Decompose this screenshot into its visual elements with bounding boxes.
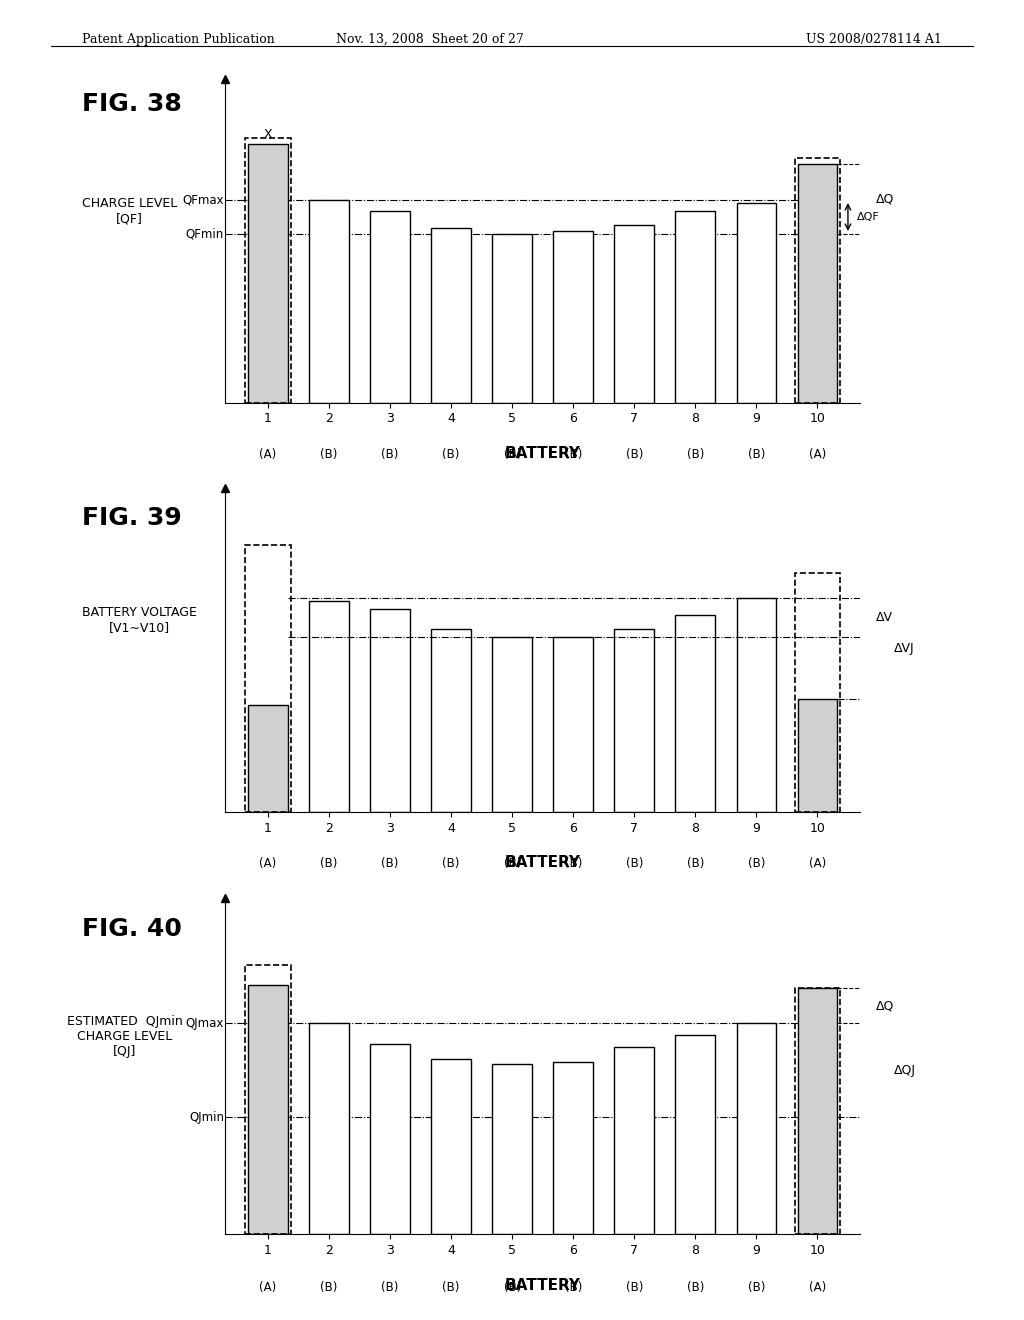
Bar bbox=[736, 598, 776, 812]
Text: ΔQ: ΔQ bbox=[876, 999, 894, 1012]
Text: (B): (B) bbox=[687, 857, 705, 870]
Text: (B): (B) bbox=[626, 447, 643, 461]
Bar bbox=[248, 705, 288, 812]
X-axis label: BATTERY: BATTERY bbox=[505, 446, 581, 461]
Bar bbox=[614, 630, 654, 812]
Text: Patent Application Publication: Patent Application Publication bbox=[82, 33, 274, 46]
Text: ΔVJ: ΔVJ bbox=[894, 643, 914, 655]
Text: (B): (B) bbox=[748, 1282, 765, 1295]
Bar bbox=[371, 610, 410, 812]
Bar bbox=[553, 638, 593, 812]
Text: (B): (B) bbox=[748, 447, 765, 461]
X-axis label: BATTERY: BATTERY bbox=[505, 855, 581, 870]
Text: ΔQJ: ΔQJ bbox=[894, 1064, 915, 1077]
Bar bbox=[431, 228, 471, 403]
Text: QJmax: QJmax bbox=[185, 1016, 224, 1030]
Text: ΔV: ΔV bbox=[876, 611, 893, 624]
Bar bbox=[736, 1023, 776, 1234]
Text: (A): (A) bbox=[809, 857, 826, 870]
Text: (B): (B) bbox=[564, 1282, 582, 1295]
Bar bbox=[309, 1023, 349, 1234]
Bar bbox=[493, 234, 532, 403]
Text: US 2008/0278114 A1: US 2008/0278114 A1 bbox=[806, 33, 942, 46]
Text: CHARGE LEVEL
[QF]: CHARGE LEVEL [QF] bbox=[82, 197, 177, 226]
Text: (B): (B) bbox=[321, 857, 338, 870]
Bar bbox=[676, 615, 715, 812]
Text: ESTIMATED  QJmin
CHARGE LEVEL
[QJ]: ESTIMATED QJmin CHARGE LEVEL [QJ] bbox=[67, 1015, 182, 1057]
Text: (B): (B) bbox=[442, 447, 460, 461]
Bar bbox=[309, 601, 349, 812]
Text: QFmin: QFmin bbox=[185, 227, 224, 240]
Text: ΔQF: ΔQF bbox=[857, 213, 880, 222]
Text: (B): (B) bbox=[381, 1282, 398, 1295]
Text: FIG. 39: FIG. 39 bbox=[82, 506, 181, 529]
Bar bbox=[371, 1044, 410, 1234]
Text: ΔQ: ΔQ bbox=[876, 193, 894, 205]
Text: FIG. 38: FIG. 38 bbox=[82, 92, 181, 116]
X-axis label: BATTERY: BATTERY bbox=[505, 1278, 581, 1292]
Text: BATTERY VOLTAGE
[V1~V10]: BATTERY VOLTAGE [V1~V10] bbox=[82, 606, 197, 635]
Text: (B): (B) bbox=[626, 857, 643, 870]
Text: (B): (B) bbox=[504, 857, 521, 870]
Bar bbox=[309, 201, 349, 403]
Text: (B): (B) bbox=[321, 447, 338, 461]
Text: (B): (B) bbox=[748, 857, 765, 870]
Bar bbox=[248, 986, 288, 1234]
Text: (B): (B) bbox=[504, 1282, 521, 1295]
Text: Nov. 13, 2008  Sheet 20 of 27: Nov. 13, 2008 Sheet 20 of 27 bbox=[336, 33, 524, 46]
Bar bbox=[676, 211, 715, 403]
Bar bbox=[493, 1064, 532, 1234]
Bar bbox=[614, 226, 654, 403]
Bar bbox=[736, 203, 776, 403]
Bar bbox=[798, 164, 838, 403]
Bar bbox=[553, 231, 593, 403]
Text: (A): (A) bbox=[809, 1282, 826, 1295]
Text: (B): (B) bbox=[687, 447, 705, 461]
Bar bbox=[371, 211, 410, 403]
Text: QFmax: QFmax bbox=[182, 194, 224, 207]
Text: (A): (A) bbox=[809, 447, 826, 461]
Text: FIG. 40: FIG. 40 bbox=[82, 917, 182, 941]
Text: (B): (B) bbox=[321, 1282, 338, 1295]
Text: (B): (B) bbox=[442, 857, 460, 870]
Text: (B): (B) bbox=[504, 447, 521, 461]
Bar bbox=[798, 700, 838, 812]
Bar bbox=[248, 144, 288, 403]
Text: (A): (A) bbox=[259, 857, 276, 870]
Text: (B): (B) bbox=[626, 1282, 643, 1295]
Text: (A): (A) bbox=[259, 447, 276, 461]
Bar bbox=[431, 1059, 471, 1234]
Bar bbox=[676, 1035, 715, 1234]
Text: QJmin: QJmin bbox=[189, 1110, 224, 1123]
Text: (B): (B) bbox=[442, 1282, 460, 1295]
Text: (B): (B) bbox=[564, 447, 582, 461]
Bar bbox=[553, 1061, 593, 1234]
Bar bbox=[493, 638, 532, 812]
Text: (B): (B) bbox=[564, 857, 582, 870]
Text: (A): (A) bbox=[259, 1282, 276, 1295]
Text: (B): (B) bbox=[381, 857, 398, 870]
Bar bbox=[798, 989, 838, 1234]
Bar bbox=[431, 630, 471, 812]
Bar bbox=[614, 1047, 654, 1234]
Text: (B): (B) bbox=[687, 1282, 705, 1295]
Text: X: X bbox=[264, 128, 272, 141]
Text: (B): (B) bbox=[381, 447, 398, 461]
